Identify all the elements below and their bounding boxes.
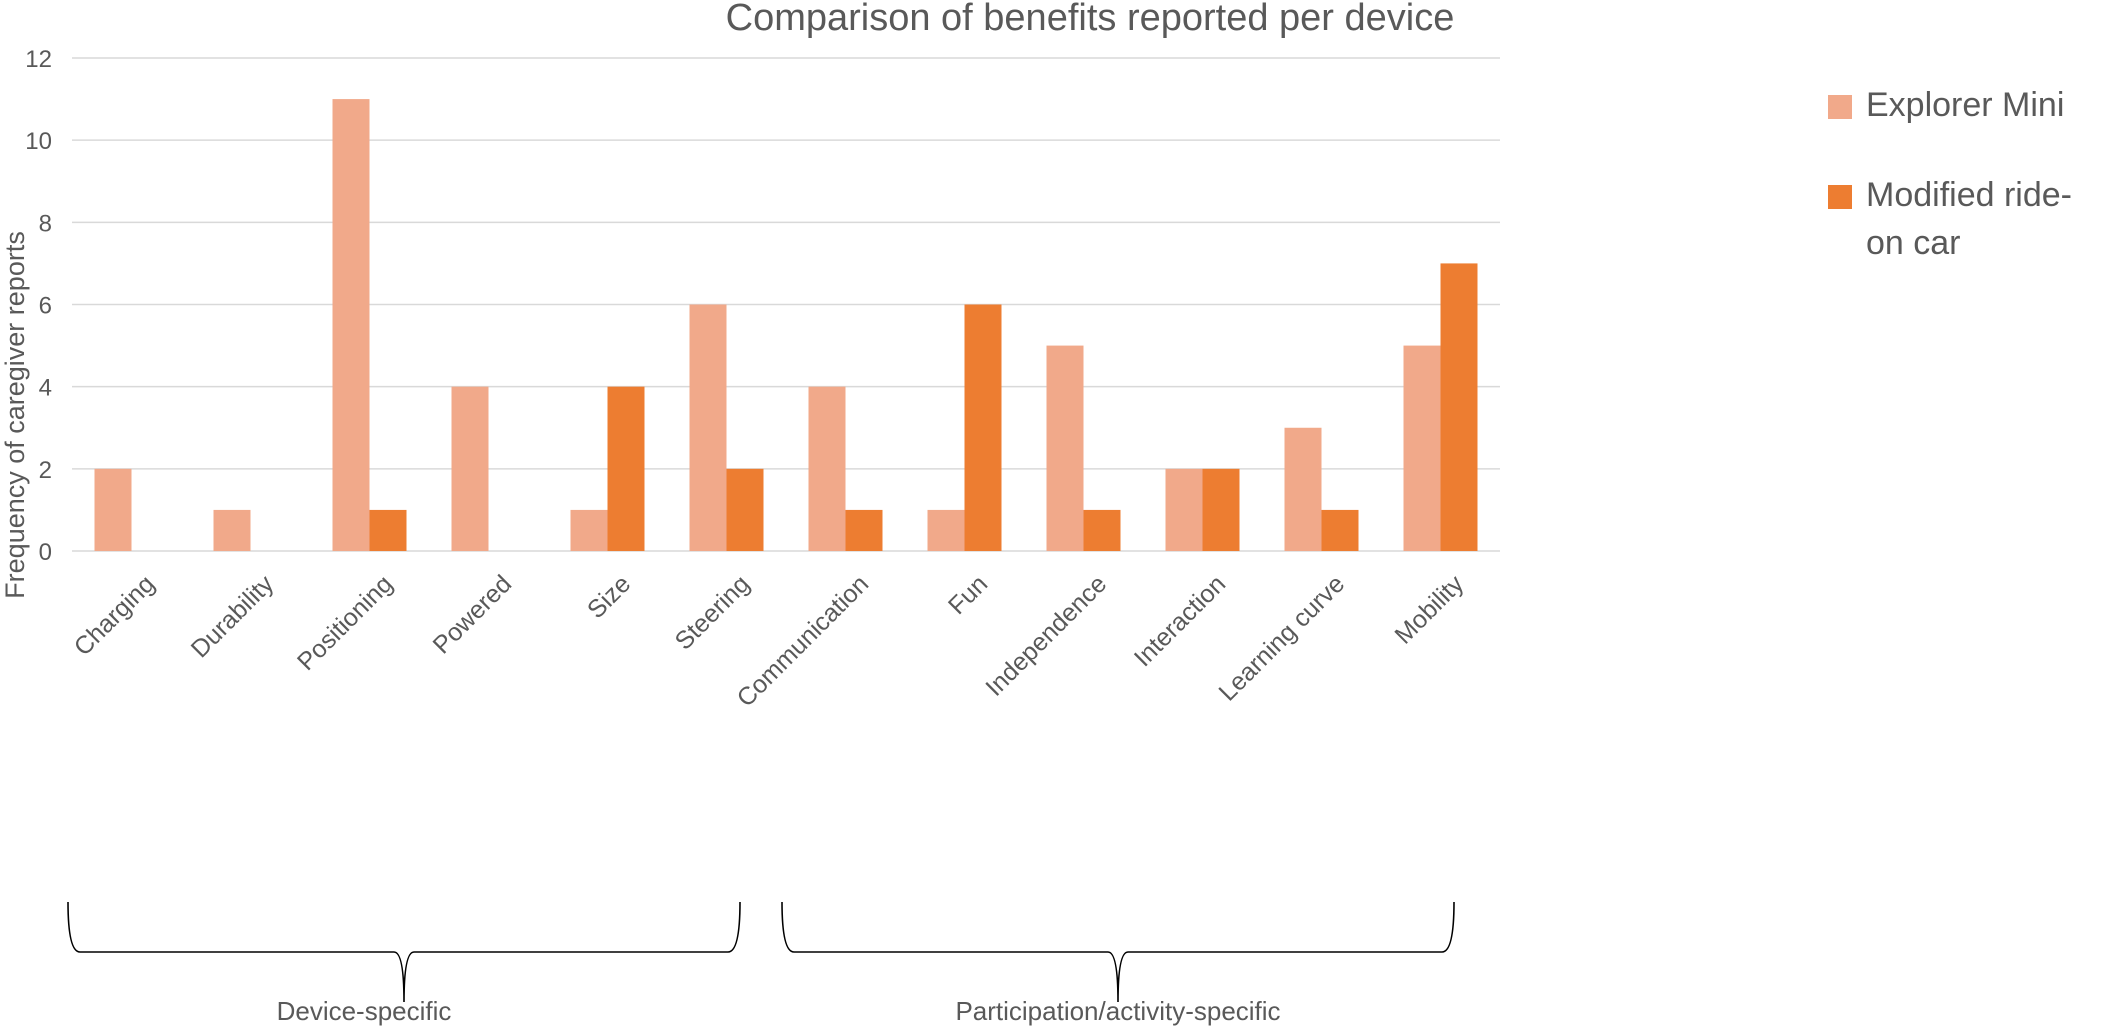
legend-swatch-explorer-mini — [1828, 95, 1852, 119]
y-tick-labels: 0 2 4 6 8 10 12 — [25, 46, 52, 566]
bars — [94, 99, 1478, 551]
x-tick-label-size: Size — [582, 570, 636, 624]
bar-explorer-mini-charging — [94, 468, 132, 551]
legend-label-modified-ride-on-car: Modified ride-on car — [1866, 176, 2072, 262]
y-tick-label: 10 — [25, 128, 52, 155]
y-tick-label: 4 — [39, 375, 52, 402]
group-brace-participation-activity-specific — [781, 901, 1455, 1003]
y-tick-label: 0 — [39, 539, 52, 566]
y-tick-label: 8 — [39, 210, 52, 237]
bar-explorer-mini-durability — [213, 509, 251, 551]
y-tick-label: 12 — [25, 46, 52, 73]
legend: Explorer Mini Modified ride-on car — [1828, 86, 2072, 262]
bar-modified-ride-on-car-positioning — [369, 509, 407, 551]
bar-explorer-mini-size — [570, 509, 608, 551]
group-brace-device-specific — [67, 901, 741, 1003]
bar-explorer-mini-independence — [1046, 345, 1084, 551]
x-tick-label-independence: Independence — [980, 570, 1112, 702]
legend-swatch-modified-ride-on-car — [1828, 185, 1852, 209]
y-tick-label: 6 — [39, 293, 52, 320]
group-label-participation-activity-specific: Participation/activity-specific — [955, 996, 1280, 1026]
legend-label-explorer-mini: Explorer Mini — [1866, 86, 2064, 124]
bar-explorer-mini-positioning — [332, 99, 370, 551]
bar-modified-ride-on-car-size — [607, 386, 645, 551]
x-tick-label-positioning: Positioning — [292, 570, 398, 676]
bar-explorer-mini-interaction — [1165, 468, 1203, 551]
x-tick-label-learning-curve: Learning curve — [1213, 570, 1350, 707]
x-tick-label-charging: Charging — [69, 570, 161, 662]
chart-title: Comparison of benefits reported per devi… — [726, 0, 1455, 39]
group-label-device-specific: Device-specific — [277, 996, 452, 1026]
bar-explorer-mini-mobility — [1403, 345, 1441, 551]
category-groups: Device-specific Participation/activity-sp… — [67, 901, 1455, 1026]
bar-modified-ride-on-car-communication — [845, 509, 883, 551]
bar-modified-ride-on-car-fun — [964, 304, 1002, 551]
legend-label-line: Modified ride- — [1866, 176, 2072, 214]
legend-label-line: on car — [1866, 224, 1961, 262]
y-tick-label: 2 — [39, 457, 52, 484]
bar-modified-ride-on-car-mobility — [1440, 263, 1478, 551]
bar-modified-ride-on-car-independence — [1083, 509, 1121, 551]
bar-explorer-mini-fun — [927, 509, 965, 551]
gridlines — [72, 57, 1500, 552]
x-tick-label-powered: Powered — [428, 570, 518, 660]
x-tick-label-fun: Fun — [943, 570, 993, 620]
bar-modified-ride-on-car-interaction — [1202, 468, 1240, 551]
bar-explorer-mini-communication — [808, 386, 846, 551]
bar-modified-ride-on-car-steering — [726, 468, 764, 551]
y-axis-label: Frequency of caregiver reports — [0, 231, 30, 599]
x-tick-label-durability: Durability — [186, 570, 280, 664]
x-tick-labels: Charging Durability Positioning Powered Size… — [69, 570, 1470, 713]
bar-modified-ride-on-car-learning-curve — [1321, 509, 1359, 551]
bar-explorer-mini-learning-curve — [1284, 427, 1322, 551]
x-tick-label-mobility: Mobility — [1389, 570, 1469, 650]
bar-explorer-mini-powered — [451, 386, 489, 551]
x-tick-label-steering: Steering — [670, 570, 756, 656]
bar-explorer-mini-steering — [689, 304, 727, 551]
x-tick-label-interaction: Interaction — [1129, 570, 1231, 672]
